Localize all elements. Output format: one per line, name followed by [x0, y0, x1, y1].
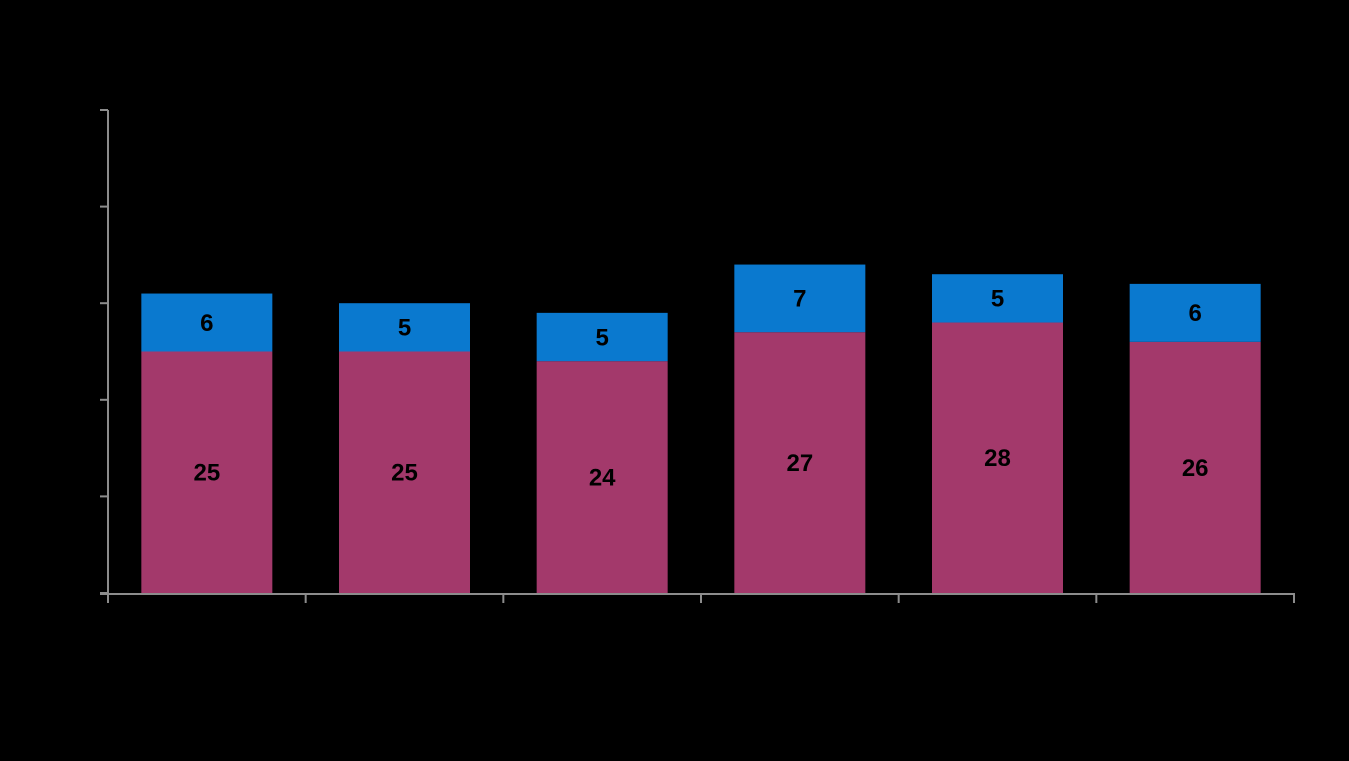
data-label: 24: [589, 464, 616, 491]
bar-segment: [734, 332, 866, 593]
bar-segment: [932, 322, 1063, 593]
bar-segment: [536, 361, 668, 593]
data-label: 6: [1188, 300, 1201, 327]
bar-segment: [1129, 341, 1261, 593]
data-label: 27: [786, 450, 813, 477]
data-label: 25: [193, 460, 220, 487]
bar-segment: [339, 303, 470, 352]
data-label: 5: [398, 315, 411, 342]
data-label: 25: [391, 460, 418, 487]
data-label: 28: [984, 445, 1011, 472]
bar-segment: [734, 264, 866, 333]
data-label: 6: [200, 310, 213, 337]
bar-segment: [141, 351, 273, 593]
data-label: 5: [991, 286, 1004, 313]
bar-segment: [536, 312, 668, 362]
bar-segment: [141, 293, 273, 352]
bar-segment: [339, 351, 470, 593]
data-label: 7: [793, 286, 806, 313]
bar-segment: [932, 274, 1063, 323]
data-label: 5: [595, 324, 608, 351]
bar-segment: [1129, 283, 1261, 342]
data-label: 26: [1182, 455, 1209, 482]
